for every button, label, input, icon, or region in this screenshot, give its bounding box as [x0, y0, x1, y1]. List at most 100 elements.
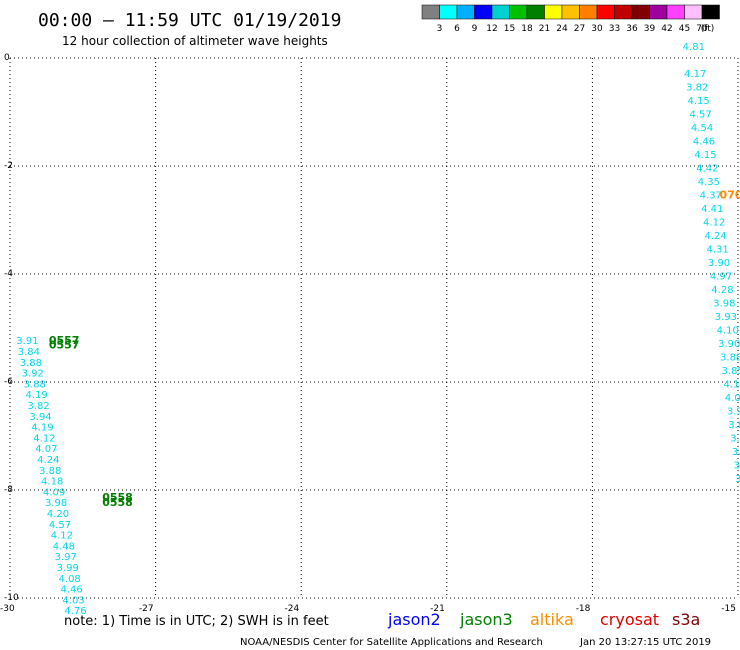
color-scale-label: 6: [454, 24, 460, 34]
swh-value-label: 4.10: [717, 325, 739, 336]
x-tick-labels: -30 -27 -24 -21 -18 -15: [0, 604, 736, 614]
color-scale-label: 15: [504, 24, 515, 34]
color-scale-label: 24: [556, 24, 568, 34]
swh-value-label: 3.: [734, 460, 740, 471]
swh-value-label: 3.88: [720, 352, 740, 363]
satellite-legend-jason3: jason3: [459, 610, 513, 629]
swh-value-label: 4.15: [688, 96, 710, 107]
swh-value-label: 4.37: [700, 190, 722, 201]
swh-value-label: 4.12: [33, 433, 55, 444]
swh-value-label: 4.17: [684, 69, 706, 80]
swh-value-label: 3.94: [29, 412, 51, 423]
color-swatch: [491, 4, 510, 20]
x-tick-label: -15: [721, 604, 736, 614]
chart-title: 00:00 – 11:59 UTC 01/19/2019: [38, 10, 341, 31]
y-tick-label: -8: [4, 485, 13, 495]
swh-value-label: 3.: [735, 474, 740, 485]
swh-value-label: 4.28: [711, 285, 733, 296]
color-scale-label: 3: [437, 24, 443, 34]
swh-value-label: 4.57: [689, 109, 711, 120]
footer-note: note: 1) Time is in UTC; 2) SWH is in fe…: [64, 614, 329, 629]
swh-value-label: 3.84: [18, 347, 40, 358]
swh-value-label: 4.09: [43, 487, 65, 498]
swh-value-label: 4.12: [723, 379, 740, 390]
swh-value-label: 4.08: [59, 574, 81, 585]
swh-value-label: 4.57: [49, 520, 71, 531]
swh-value-label: 4.24: [705, 231, 727, 242]
swh-value-label: 4.41: [701, 204, 723, 215]
credit-agency: NOAA/NESDIS Center for Satellite Applica…: [240, 637, 543, 648]
color-scale-label: 12: [486, 24, 497, 34]
color-swatch: [421, 4, 440, 20]
swh-value-label: 4.19: [31, 423, 53, 434]
pass-time-label: 0558: [102, 491, 133, 504]
swh-value-label: 4.15: [694, 150, 716, 161]
swh-point-labels: 4.81 4.17 3.82 4.15 4.57 4.54 4.46 4.15 4.42 4.35…: [16, 42, 740, 617]
color-scale-label: 33: [609, 24, 620, 34]
swh-value-label: 3.91: [16, 336, 38, 347]
color-scale-label: 9: [472, 24, 478, 34]
x-tick-label: -18: [576, 604, 591, 614]
color-swatch: [579, 4, 598, 20]
swh-value-label: 4.46: [693, 136, 715, 147]
swh-value-label: 3.90: [708, 258, 730, 269]
swh-value-label: 4.07: [35, 444, 57, 455]
satellite-legend-cryosat: cryosat: [600, 610, 659, 629]
swh-value-label: 4.81: [683, 42, 705, 53]
swh-value-label: 3.8: [728, 420, 740, 431]
swh-value-label: 3.82: [27, 401, 49, 412]
y-tick-label: -10: [4, 593, 19, 603]
swh-value-label: 4.46: [60, 585, 82, 596]
color-scale-label: 21: [539, 24, 550, 34]
x-tick-label: -24: [284, 604, 299, 614]
swh-value-label: 3.93: [715, 312, 737, 323]
color-swatch: [614, 4, 633, 20]
swh-value-label: 3.82: [686, 82, 708, 93]
x-tick-label: -21: [430, 604, 445, 614]
swh-value-label: 3.90: [718, 339, 740, 350]
color-scale-label: 45: [679, 24, 690, 34]
pass-time-label: 070: [720, 188, 740, 201]
color-scale-label: 18: [521, 24, 533, 34]
color-swatch: [631, 4, 650, 20]
swh-value-label: 4.18: [41, 477, 63, 488]
pass-time-label: 0557: [49, 339, 80, 352]
color-scale-label: 70: [696, 24, 708, 34]
y-tick-label: 0: [4, 53, 10, 63]
swh-value-label: 4.97: [710, 271, 732, 282]
pass-time-label: 0558: [102, 496, 133, 509]
swh-value-label: 3.85: [721, 366, 740, 377]
swh-value-label: 4.20: [47, 509, 69, 520]
swh-value-label: 3.93: [727, 406, 740, 417]
satellite-legend: jason2 jason3 altika cryosat s3a: [387, 610, 700, 629]
swh-value-label: 4.48: [53, 541, 75, 552]
satellite-legend-jason2: jason2: [387, 610, 441, 629]
swh-value-label: 4.19: [26, 390, 48, 401]
swh-value-label: 4.35: [698, 177, 720, 188]
color-swatch: [596, 4, 615, 20]
credit-timestamp: Jan 20 13:27:15 UTC 2019: [579, 637, 711, 648]
swh-value-label: 3.97: [55, 552, 77, 563]
pass-time-label: 0557: [49, 334, 80, 347]
color-swatch: [701, 4, 720, 20]
color-swatch: [684, 4, 703, 20]
swh-value-label: 4.31: [706, 244, 728, 255]
swh-value-label: 3.98: [45, 498, 67, 509]
chart-subtitle: 12 hour collection of altimeter wave hei…: [62, 34, 328, 48]
swh-value-label: 4.06: [725, 393, 740, 404]
plot-grid: [9, 57, 739, 599]
color-swatch: [561, 4, 580, 20]
color-swatch: [666, 4, 685, 20]
satellite-legend-s3a: s3a: [672, 610, 700, 629]
color-swatch: [456, 4, 475, 20]
color-swatch: [526, 4, 545, 20]
swh-value-label: 3.88: [39, 466, 61, 477]
x-tick-label: -30: [0, 604, 15, 614]
color-scale-label: 42: [661, 24, 672, 34]
color-swatch: [544, 4, 563, 20]
color-swatch: [439, 4, 458, 20]
color-scale-unit: (ft): [701, 24, 715, 34]
y-tick-label: -2: [4, 161, 13, 171]
